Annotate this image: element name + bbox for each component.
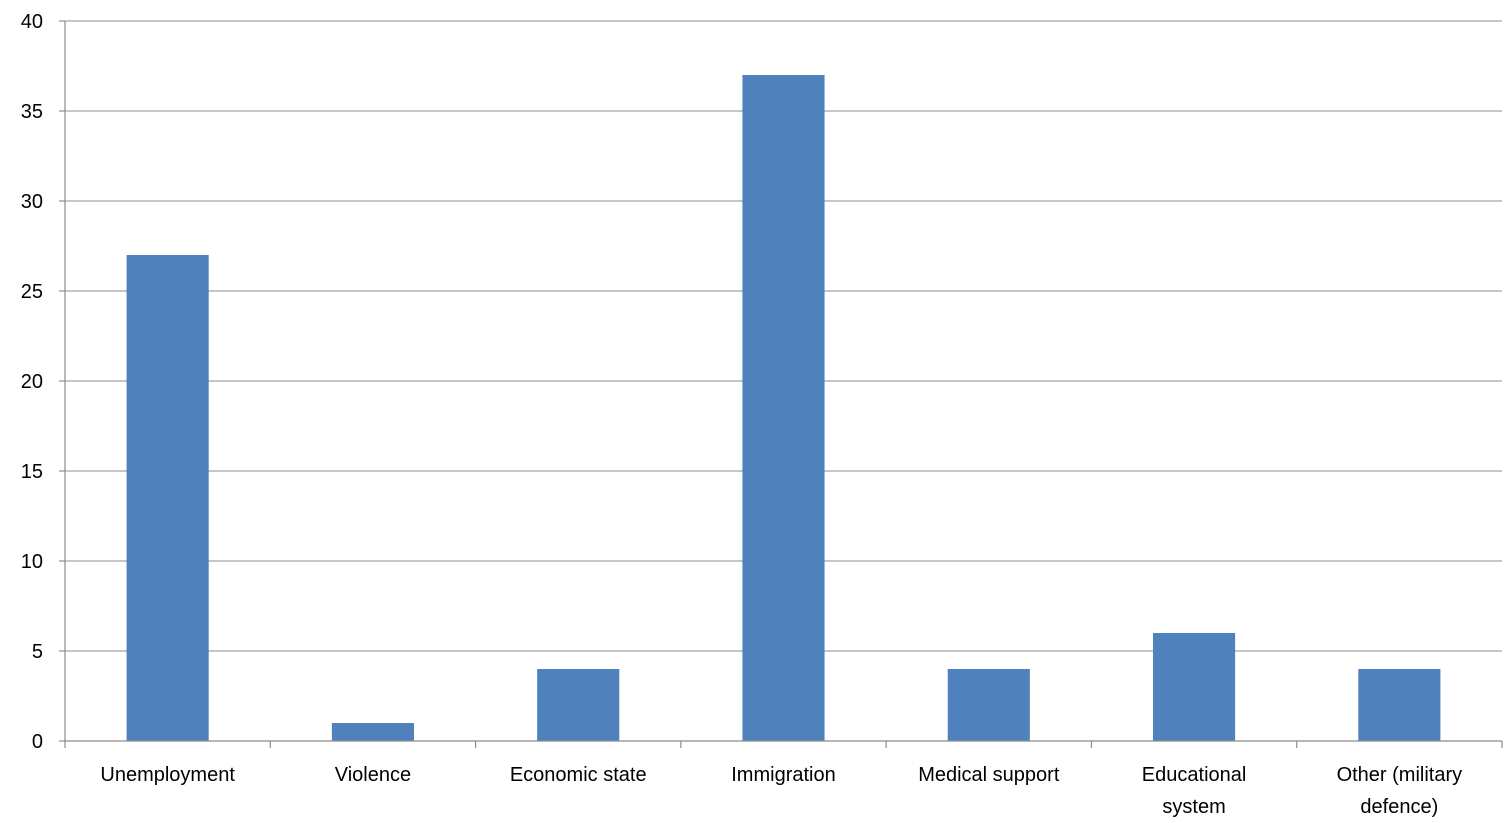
y-tick-label-35: 35 (21, 101, 43, 123)
y-tick-label-0: 0 (32, 731, 43, 753)
x-category-label-2: Economic state (510, 764, 647, 786)
x-category-label-1: Violence (335, 764, 411, 786)
y-tick-labels: 0 5 10 15 20 25 30 35 40 (21, 11, 43, 753)
x-category-label-line: Violence (335, 764, 411, 786)
x-category-label-line: Medical support (918, 764, 1060, 786)
bar-6 (1358, 669, 1441, 741)
x-category-label-line: Immigration (731, 764, 835, 786)
y-tick-label-15: 15 (21, 461, 43, 483)
y-tick-label-5: 5 (32, 641, 43, 663)
y-tick-label-40: 40 (21, 11, 43, 33)
x-category-label-4: Medical support (918, 764, 1060, 786)
x-category-label-0: Unemployment (100, 764, 235, 786)
bars (126, 75, 1441, 741)
bar-5 (1153, 633, 1236, 741)
x-category-label-line: Unemployment (100, 764, 235, 786)
bar-2 (537, 669, 620, 741)
bar-0 (126, 255, 209, 741)
x-category-label-3: Immigration (731, 764, 835, 786)
bar-3 (742, 75, 825, 741)
x-category-label-6: Other (military defence) (1337, 764, 1463, 818)
y-tick-label-20: 20 (21, 371, 43, 393)
y-tick-label-10: 10 (21, 551, 43, 573)
x-category-label-5: Educational system (1142, 764, 1247, 818)
x-category-label-line: Other (military (1337, 764, 1463, 786)
x-category-label-line: Economic state (510, 764, 647, 786)
bar-4 (947, 669, 1030, 741)
x-category-labels: Unemployment Violence Economic state Immigr… (100, 764, 1462, 818)
x-category-label-line: Educational (1142, 764, 1247, 786)
bar-1 (331, 723, 414, 741)
x-category-label-line: system (1162, 796, 1225, 818)
axes (59, 20, 1503, 748)
y-tick-label-25: 25 (21, 281, 43, 303)
y-tick-label-30: 30 (21, 191, 43, 213)
x-category-label-line: defence) (1360, 796, 1438, 818)
